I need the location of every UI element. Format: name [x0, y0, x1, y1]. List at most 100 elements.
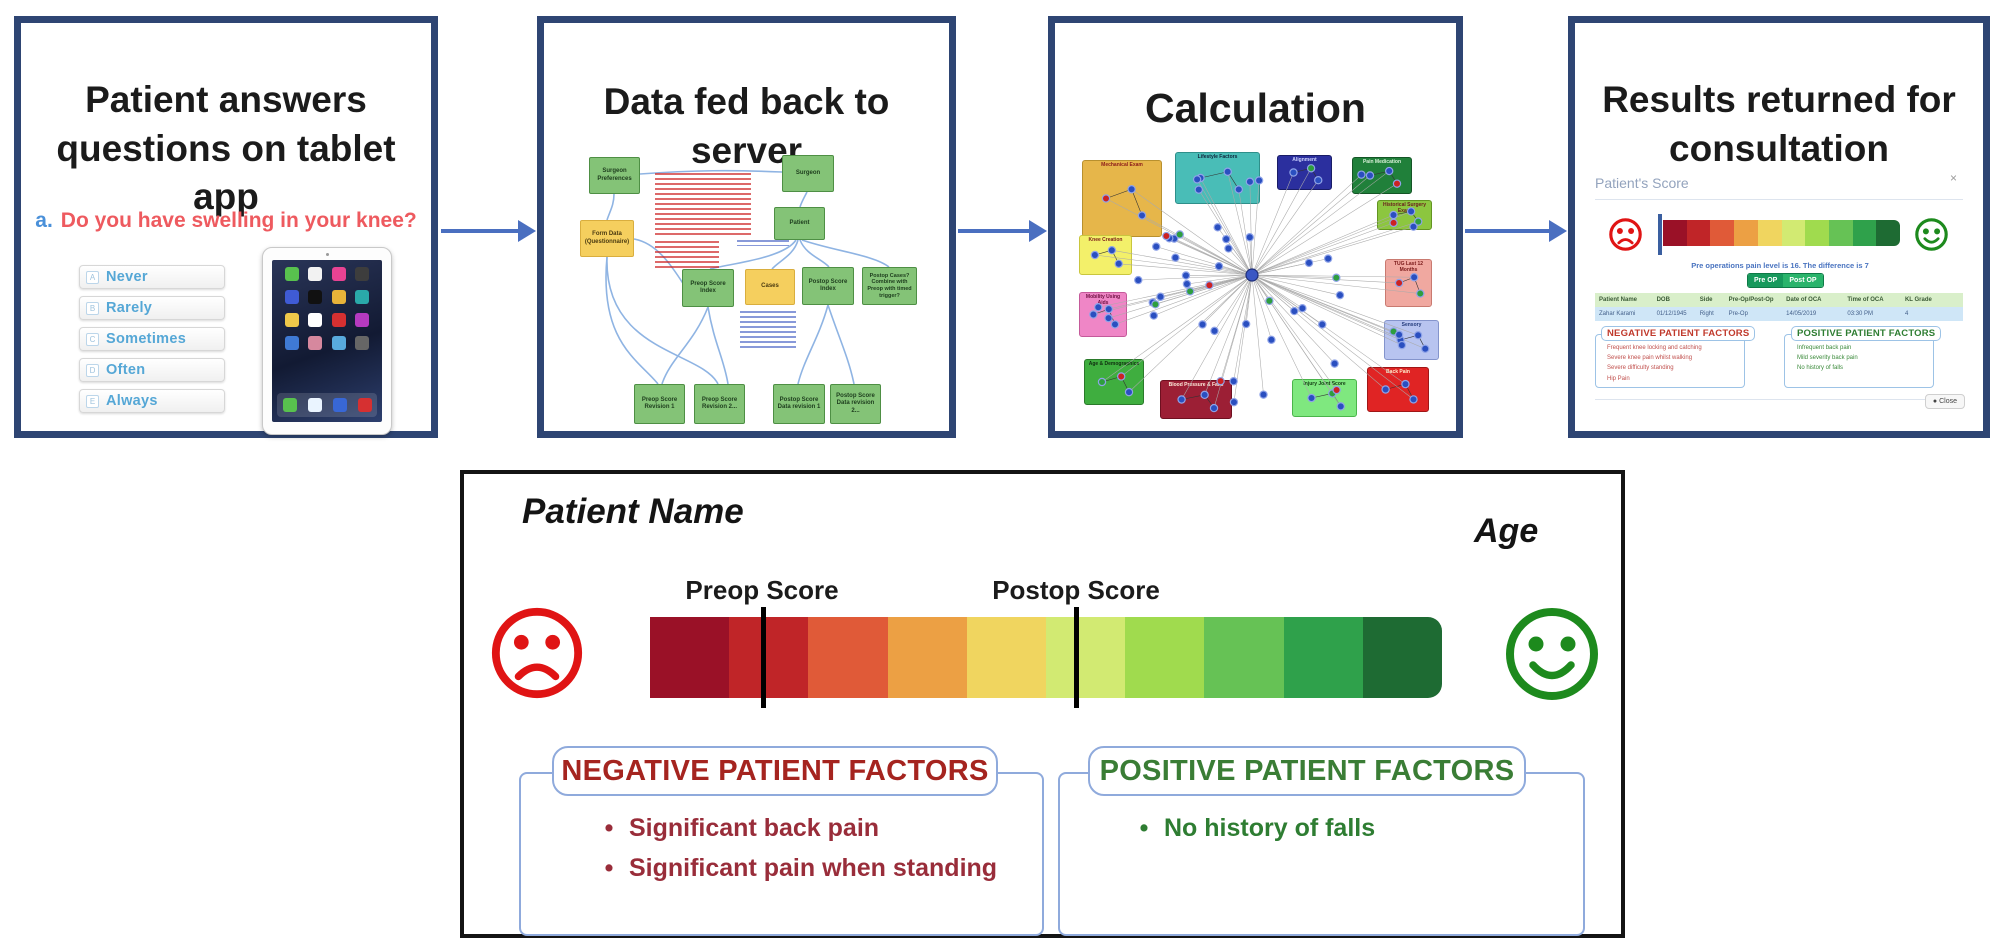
step4-title: Results returned for consultation [1602, 78, 1956, 169]
flow-node-preop-rev1: Preop Score Revision 1 [634, 384, 685, 424]
net-group-back-pain: Back Pain [1367, 367, 1429, 412]
answer-button-always[interactable]: E Always [79, 389, 225, 413]
answer-list: A Never B Rarely C Sometimes D Often E A… [79, 265, 225, 420]
preop-score-label: Preop Score [685, 575, 839, 605]
sad-face-icon [491, 607, 583, 699]
step1-title: Patient answers questions on tablet app [56, 78, 396, 218]
close-button[interactable]: ● Close [1924, 394, 1965, 409]
list-item: Hip Pain [1607, 375, 1630, 382]
key-hint-icon: A [86, 270, 99, 284]
net-group-knee-creation: Knee Creation [1079, 235, 1132, 275]
preop-postop-toggle: Pre OP Post OP [1747, 273, 1824, 288]
annotation-text-blue [737, 240, 789, 246]
tablet-app-icons [280, 267, 374, 350]
preop-score-marker [760, 607, 766, 708]
answer-button-rarely[interactable]: B Rarely [79, 296, 225, 320]
positive-factors-box-mini [1784, 334, 1934, 388]
positive-factors-title-mini: POSITIVE PATIENT FACTORS [1791, 326, 1942, 341]
annotation-text-red [655, 241, 719, 271]
panel-step2: Data fed back to server Surgeon Preferen… [537, 16, 956, 438]
net-group-tug: TUG Last 12 Months [1385, 259, 1432, 307]
flow-arrow-3 [1465, 220, 1567, 242]
close-icon[interactable]: × [1949, 171, 1957, 185]
happy-face-icon [1506, 608, 1598, 700]
key-hint-icon: E [86, 394, 99, 408]
question-line: a. Do you have swelling in your knee? [21, 209, 431, 233]
bullet-icon: • [604, 814, 614, 842]
happy-face-icon [1915, 218, 1948, 251]
annotation-text-red [655, 173, 751, 235]
list-item: Mild severity back pain [1797, 355, 1858, 362]
bayesian-network-graph [1089, 164, 1430, 413]
annotation-text-blue [740, 311, 796, 351]
panel-step4: Results returned for consultation Patien… [1568, 16, 1990, 438]
bullet-icon: • [604, 854, 614, 882]
score-detail-panel: Patient Name Age Preop Score Postop Scor… [460, 470, 1625, 938]
flow-node-postop-rev1: Postop Score Data revision 1 [773, 384, 825, 424]
negative-factors-title-mini: NEGATIVE PATIENT FACTORS [1601, 326, 1756, 341]
negative-factors-list-mini: Frequent knee locking and catching Sever… [1607, 343, 1702, 384]
negative-factors-box-mini [1595, 334, 1745, 388]
answer-button-never[interactable]: A Never [79, 265, 225, 289]
report-header: Patient's Score [1595, 175, 1689, 191]
flow-node-form-data: Form Data (Questionnaire) [580, 220, 634, 257]
post-op-button[interactable]: Post OP [1783, 274, 1823, 287]
flow-arrow-2 [958, 220, 1047, 242]
divider [1595, 399, 1963, 400]
question-text: Do you have swelling in your knee? [60, 209, 417, 232]
table-header-row: Patient Name DOB Side Pre-Op/Post-Op Date … [1595, 293, 1963, 307]
list-item: No history of falls [1797, 365, 1844, 372]
net-group-sensory: Sensory [1384, 320, 1439, 360]
key-hint-icon: C [86, 332, 99, 346]
flow-node-preop-score-index: Preop Score Index [682, 269, 734, 307]
flow-node-postop-score-index: Postop Score Index [802, 267, 854, 305]
net-group-mechanical-exam: Mechanical Exam [1082, 160, 1162, 237]
positive-factors-list-mini: Infrequent back pain Mild severity back … [1797, 343, 1858, 374]
list-item: Frequent knee locking and catching [1607, 345, 1702, 351]
tablet-dock [277, 393, 377, 417]
answer-button-often[interactable]: D Often [79, 358, 225, 382]
negative-factors-box [519, 772, 1044, 936]
flow-node-patient: Patient [774, 207, 825, 240]
step2-title: Data fed back to server [603, 80, 890, 171]
flow-node-preop-rev2: Preop Score Revision 2... [694, 384, 745, 424]
score-scale-wrap [650, 607, 1442, 708]
question-letter: a. [35, 209, 53, 232]
postop-score-marker [1073, 607, 1079, 708]
list-item: Severe difficulty standing [1607, 365, 1674, 372]
preop-marker-mini [1658, 214, 1662, 255]
score-scale-mini [1663, 220, 1900, 246]
negative-factors-title: NEGATIVE PATIENT FACTORS [552, 746, 998, 796]
positive-factors-box [1058, 772, 1585, 936]
flow-node-cases: Cases [745, 269, 795, 305]
age-label: Age [1474, 512, 1539, 550]
net-group-lifestyle-factors: Lifestyle Factors [1175, 152, 1260, 204]
flow-node-postop-rev2: Postop Score Data revision 2... [830, 384, 881, 424]
positive-factor-item: • No history of falls [1124, 814, 1376, 843]
net-group-mobility: Mobility Using Aids [1079, 292, 1127, 337]
table-row[interactable]: Zahar Karami 01/12/1945 Right Pre-Op 14/05… [1595, 307, 1963, 321]
flow-node-surgeon: Surgeon [782, 155, 834, 192]
pre-op-button[interactable]: Pre OP [1748, 274, 1784, 287]
panel-step1: Patient answers questions on tablet app … [14, 16, 438, 438]
net-group-alignment: Alignment [1277, 155, 1332, 190]
score-caption: Pre operations pain level is 16. The dif… [1691, 261, 1869, 270]
postop-score-label: Postop Score [992, 575, 1160, 605]
flow-arrow-1 [441, 220, 536, 242]
negative-factor-item: • Significant pain when standing [589, 854, 997, 883]
key-hint-icon: D [86, 363, 99, 377]
tablet-screen [272, 260, 382, 422]
list-item: Infrequent back pain [1797, 345, 1852, 351]
answer-button-sometimes[interactable]: C Sometimes [79, 327, 225, 351]
list-item: Severe knee pain whilst walking [1607, 355, 1693, 362]
divider [1595, 199, 1963, 200]
flow-node-postop-cases: Postop Cases? Combine with Preop with ti… [862, 267, 917, 305]
score-scale [650, 617, 1442, 698]
positive-factors-title: POSITIVE PATIENT FACTORS [1088, 746, 1526, 796]
step3-title: Calculation [1145, 85, 1366, 132]
negative-factor-item: • Significant back pain [589, 814, 879, 843]
net-group-injury-joint-score: Injury Joint Score [1292, 379, 1357, 417]
tablet-camera-dot [326, 253, 329, 256]
patient-table: Patient Name DOB Side Pre-Op/Post-Op Date … [1595, 293, 1963, 321]
